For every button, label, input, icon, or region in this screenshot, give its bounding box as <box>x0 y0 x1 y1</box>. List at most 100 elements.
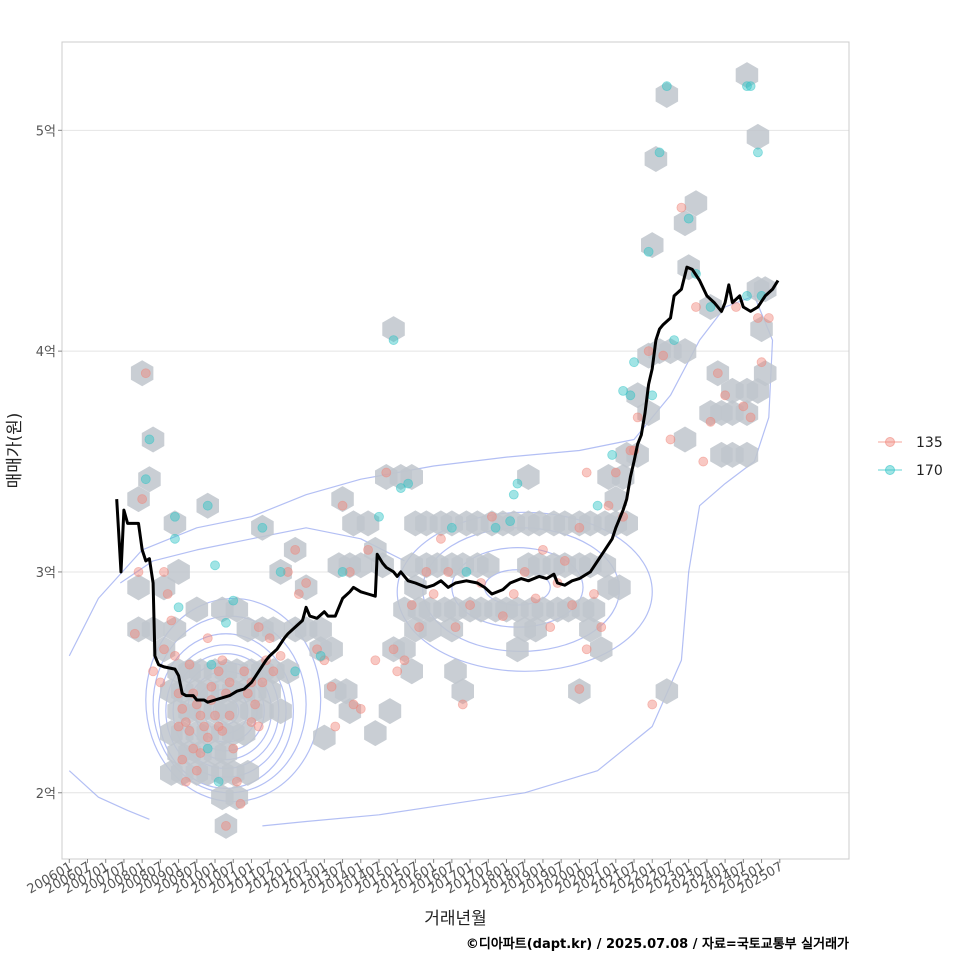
hexbin-cell <box>735 400 759 426</box>
data-point-135 <box>443 567 454 577</box>
data-point-135 <box>355 703 366 714</box>
data-point-135 <box>530 593 541 604</box>
data-point-170 <box>257 522 268 533</box>
data-point-135 <box>344 567 355 577</box>
data-point-135 <box>275 650 286 661</box>
data-point-135 <box>180 717 191 727</box>
data-point-170 <box>315 650 326 661</box>
x-axis-ticks: 2006012006072007012007072008012008072009… <box>25 859 786 897</box>
data-point-135 <box>235 798 246 809</box>
data-point-135 <box>643 346 654 357</box>
data-point-135 <box>213 666 224 677</box>
data-point-135 <box>191 765 202 776</box>
hexbin-cell <box>517 464 540 490</box>
hexbin-cell <box>313 724 336 751</box>
data-point-135 <box>253 622 264 633</box>
hexbin-cell <box>163 510 187 537</box>
chart-caption: ©디아파트(dapt.kr) / 2025.07.08 / 자료=국토교통부 실… <box>466 936 849 952</box>
data-point-170 <box>337 567 348 577</box>
data-point-170 <box>228 595 239 606</box>
data-point-135 <box>632 412 643 423</box>
data-point-170 <box>705 302 716 312</box>
data-point-135 <box>763 313 774 323</box>
hexbin-cell <box>130 360 154 387</box>
hexbin-cell <box>641 232 664 259</box>
data-point-135 <box>180 776 191 787</box>
hexbin-cell <box>753 360 777 387</box>
hexbin-cell <box>356 510 380 537</box>
data-point-135 <box>301 578 312 588</box>
y-tick-label: 4억 <box>36 345 56 360</box>
hexbin-cell <box>604 486 628 513</box>
data-point-135 <box>581 644 592 655</box>
hexbin-cell <box>167 558 190 585</box>
data-point-170 <box>374 511 384 522</box>
hexbin-cell <box>597 464 620 490</box>
data-point-135 <box>159 567 169 577</box>
data-point-135 <box>436 533 446 544</box>
data-point-135 <box>589 589 599 599</box>
data-point-135 <box>239 666 250 677</box>
hexbin-cell <box>735 441 759 468</box>
data-point-135 <box>738 401 749 412</box>
data-point-135 <box>293 589 304 599</box>
hexbin-cell <box>746 123 770 150</box>
hexbin-cell <box>655 82 679 108</box>
hexbin-cell <box>236 759 260 786</box>
data-point-170 <box>202 500 213 511</box>
hexbin-cell <box>309 616 332 643</box>
hexbin-cell <box>185 596 209 623</box>
hexbin-cell <box>262 616 285 643</box>
hexbin-cell <box>331 486 354 513</box>
data-point-170 <box>388 335 399 345</box>
hexbin-cell <box>706 360 730 387</box>
hexbin-cell <box>393 636 416 663</box>
data-point-135 <box>519 567 530 577</box>
data-point-170 <box>275 567 286 577</box>
data-point-135 <box>177 703 188 714</box>
hexbin-cell <box>590 636 613 663</box>
data-point-135 <box>159 644 169 655</box>
data-point-135 <box>224 677 235 688</box>
legend-key-dot <box>885 437 895 447</box>
data-point-135 <box>155 677 166 688</box>
data-point-135 <box>268 666 279 677</box>
hexbin-cell <box>673 426 697 453</box>
data-point-135 <box>753 313 763 323</box>
data-point-135 <box>610 467 621 478</box>
density-contour-outer <box>119 527 405 584</box>
data-point-135 <box>210 710 220 721</box>
hexbin-cell <box>673 338 697 365</box>
legend-key-dot <box>885 465 895 475</box>
data-point-135 <box>414 622 424 633</box>
hexbin-cell <box>364 720 387 747</box>
data-point-135 <box>173 721 184 732</box>
data-point-135 <box>465 600 475 610</box>
data-point-135 <box>567 600 577 610</box>
hexbin-cell <box>444 658 467 685</box>
hexbin-cell <box>626 382 649 409</box>
data-point-135 <box>133 567 144 577</box>
data-point-135 <box>217 726 228 736</box>
hexbin-cell <box>506 636 529 663</box>
hexbin-cell <box>283 536 307 563</box>
data-point-135 <box>206 681 217 692</box>
data-point-135 <box>756 357 767 368</box>
y-tick-label: 2억 <box>36 787 56 802</box>
data-point-170 <box>629 357 639 368</box>
y-axis-title: 매매가(원) <box>5 413 25 489</box>
data-point-135 <box>399 655 410 666</box>
hexbin-cell <box>582 596 606 623</box>
data-point-135 <box>720 390 731 401</box>
hexbin-cell <box>152 636 176 663</box>
hexbin-cell <box>400 464 423 490</box>
data-point-170 <box>683 213 694 224</box>
data-point-135 <box>596 622 607 633</box>
legend-label: 135 <box>916 435 943 451</box>
hexbin-cell <box>251 698 274 725</box>
data-point-135 <box>166 615 177 626</box>
hexbin-cell <box>626 441 649 468</box>
data-point-135 <box>202 732 213 743</box>
hexbin-cell <box>418 616 442 643</box>
data-point-135 <box>698 456 709 467</box>
